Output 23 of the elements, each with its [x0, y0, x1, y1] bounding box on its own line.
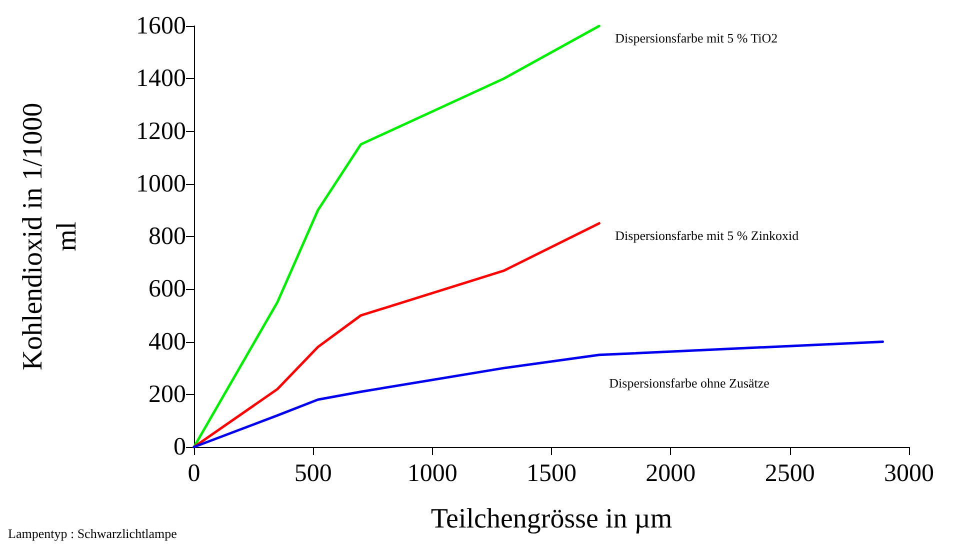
y-tick-label: 800: [148, 223, 186, 250]
x-tick-label: 500: [294, 460, 332, 487]
y-tick-label: 600: [148, 276, 186, 303]
y-tick-label: 1400: [136, 65, 186, 92]
x-axis-title: Teilchengrösse in µm: [430, 504, 672, 534]
x-tick-label: 3000: [884, 460, 934, 487]
y-tick-label: 400: [148, 328, 186, 356]
y-tick-label: 0: [174, 434, 186, 460]
y-tick-label: 200: [148, 380, 186, 408]
x-tick-label: 1500: [526, 460, 576, 487]
series-label: Dispersionsfarbe mit 5 % Zinkoxid: [615, 228, 800, 243]
text: Lampentyp : Schwarzlichtlampe: [8, 526, 178, 541]
y-tick-label: 1000: [136, 170, 186, 198]
series-label: Dispersionsfarbe ohne Zusätze: [609, 375, 770, 390]
y-tick-label: 1200: [136, 118, 186, 145]
line-series: [192, 340, 884, 448]
series-label: Dispersionsfarbe mit 5 % TiO2: [615, 30, 778, 46]
x-tick-label: 2500: [764, 460, 815, 487]
y-axis-title: Kohlendioxid in 1/1000 ml: [18, 102, 82, 370]
y-tick-label: 1600: [136, 12, 186, 40]
x-tick-label: 2000: [646, 460, 696, 487]
line-series: [192, 222, 600, 448]
x-tick-label: 1000: [407, 460, 458, 487]
